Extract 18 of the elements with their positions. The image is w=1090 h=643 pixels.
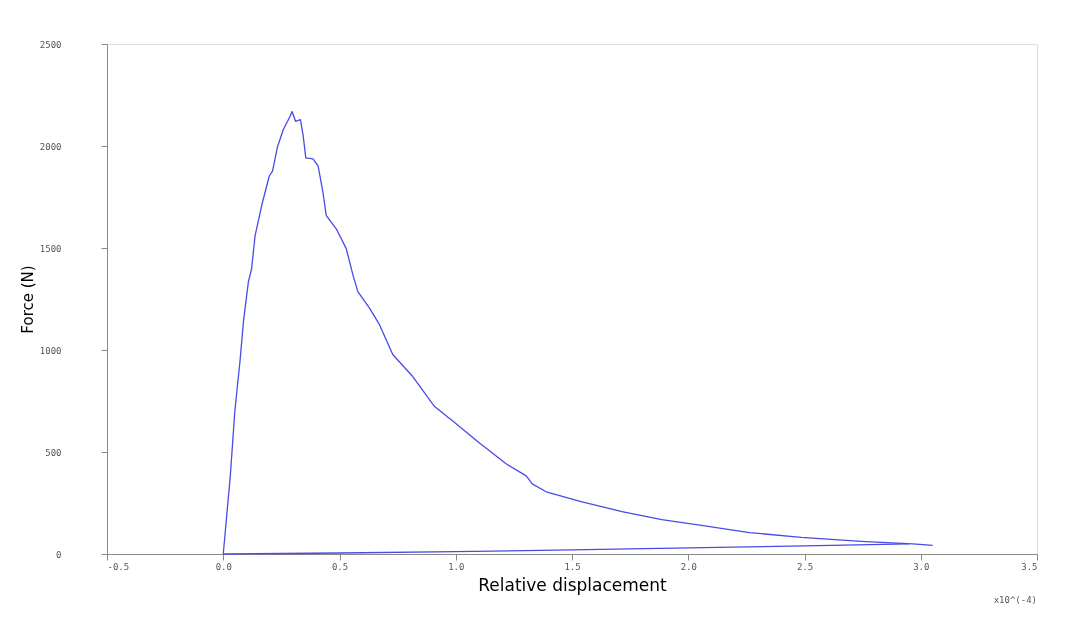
text: x10^(-4) <box>993 595 1037 605</box>
x-tick-label: 2.0 <box>680 561 697 572</box>
y-tick-label: 1000 <box>39 345 62 356</box>
x-tick-label: 0.5 <box>331 561 349 572</box>
y-tick-label: 0 <box>56 549 62 560</box>
y-tick-label: 1500 <box>39 243 62 254</box>
x-tick-label: 2.5 <box>796 561 814 572</box>
y-tick-label: 2500 <box>39 39 62 50</box>
x-tick-label: 3.5 <box>1021 561 1038 572</box>
y-tick-label: 2000 <box>39 141 62 152</box>
x-tick-label: 3.0 <box>913 561 930 572</box>
y-tick-label: 500 <box>45 447 62 458</box>
y-axis-title: Force (N) <box>18 265 37 334</box>
x-tick-label: -0.5 <box>107 561 130 572</box>
x-axis-title: Relative displacement <box>478 574 668 595</box>
x-tick-label: 1.5 <box>564 561 581 572</box>
x-tick-label: 0.0 <box>215 561 232 572</box>
x-tick-label: 1.0 <box>448 561 465 572</box>
